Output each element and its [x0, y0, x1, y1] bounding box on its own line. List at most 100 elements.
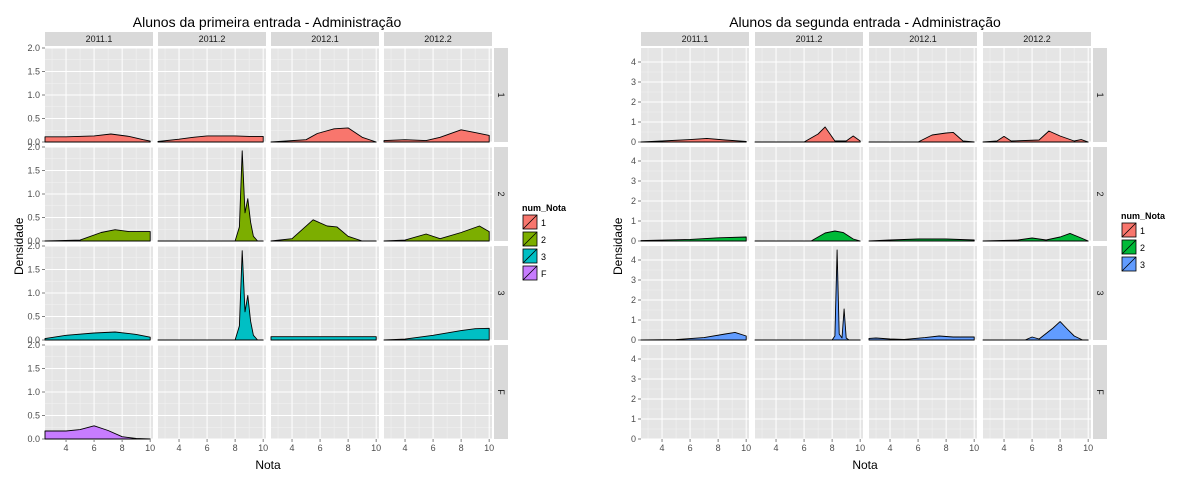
x-tick-label: 4 — [888, 443, 893, 453]
column-strip — [869, 32, 977, 46]
panel-3-2011.1 — [640, 246, 749, 341]
x-tick-label: 10 — [258, 443, 268, 453]
density-area — [270, 219, 377, 242]
y-tick-label: 0.0 — [27, 434, 40, 444]
panel-1-2012.1 — [270, 47, 379, 143]
row-strip — [494, 246, 508, 340]
y-tick-label: 0.0 — [27, 137, 40, 147]
column-strip-label: 2011.1 — [86, 34, 113, 44]
panel-F-2011.2: 4 6 8 10 — [158, 344, 268, 453]
y-tick-label: 3 — [631, 275, 636, 285]
panel-3-2012.1 — [270, 245, 379, 341]
y-tick-label: 4 — [631, 57, 636, 67]
panel-background — [641, 246, 749, 340]
panel-3-2011.2 — [157, 245, 266, 341]
panel-2-2011.1 — [640, 147, 749, 242]
panel-background — [983, 246, 1091, 340]
y-tick-label: 0.0 — [27, 236, 40, 246]
density-area — [44, 331, 151, 341]
y-tick-label: 3 — [631, 374, 636, 384]
panel-3-2011.1 — [44, 245, 153, 341]
x-tick-label: 8 — [830, 443, 835, 453]
y-tick-label: 1.0 — [27, 90, 40, 100]
y-tick-label: 0 — [631, 137, 636, 147]
column-strip — [271, 32, 379, 46]
x-tick-label: 4 — [774, 443, 779, 453]
y-tick-label: 2.0 — [27, 142, 40, 152]
x-tick-label: 6 — [318, 443, 323, 453]
density-area — [754, 230, 861, 242]
legend-key-slash — [522, 231, 538, 247]
density-area — [640, 331, 747, 341]
panel-background — [983, 345, 1091, 439]
y-tick-label: 0.5 — [27, 114, 40, 124]
y-tick-label: 1 — [631, 216, 636, 226]
column-strip — [641, 32, 749, 46]
legend-key-1 — [521, 213, 539, 231]
panel-F-2012.2: 4 6 8 10 — [384, 344, 494, 453]
x-tick-label: 8 — [944, 443, 949, 453]
column-strip — [755, 32, 863, 46]
x-tick-label: 6 — [802, 443, 807, 453]
density-area — [383, 129, 490, 143]
x-tick-label: 8 — [1058, 443, 1063, 453]
column-strip-label: 2012.2 — [1023, 34, 1051, 44]
y-tick-label: 1.5 — [27, 166, 40, 176]
column-strip-label: 2012.1 — [909, 34, 937, 44]
y-tick-label: 0 — [631, 434, 636, 444]
density-area — [383, 327, 490, 341]
legend-key-slash — [1121, 222, 1137, 238]
y-tick-label: 0.0 — [27, 335, 40, 345]
density-area — [982, 232, 1089, 242]
column-strip-label: 2012.2 — [424, 34, 452, 44]
y-tick-label: 4 — [631, 156, 636, 166]
density-area — [383, 225, 490, 242]
density-area — [868, 335, 975, 341]
y-tick-label: 3 — [631, 176, 636, 186]
density-area — [868, 238, 975, 242]
panel-background — [641, 48, 749, 142]
density-area — [157, 250, 264, 341]
x-tick-label: 6 — [431, 443, 436, 453]
x-tick-label: 4 — [1002, 443, 1007, 453]
density-area — [44, 425, 151, 440]
row-strip — [494, 48, 508, 142]
x-tick-label: 10 — [145, 443, 155, 453]
x-tick-label: 6 — [916, 443, 921, 453]
y-tick-label: 1.0 — [27, 189, 40, 199]
density-area — [754, 249, 861, 341]
y-tick-label: 4 — [631, 255, 636, 265]
panel-background — [869, 345, 977, 439]
panel-F-2011.1: 4 6 8 10 — [641, 345, 751, 453]
column-strip — [384, 32, 492, 46]
row-strip-label: 3 — [1095, 290, 1105, 295]
panel-1-2012.2 — [982, 48, 1091, 143]
legend-key-slash — [522, 214, 538, 230]
panel-2-2012.2 — [383, 146, 492, 242]
x-tick-label: 8 — [346, 443, 351, 453]
y-tick-label: 2 — [631, 97, 636, 107]
x-tick-label: 4 — [290, 443, 295, 453]
legend-key-slash — [522, 248, 538, 264]
column-strip — [158, 32, 266, 46]
y-tick-label: 4 — [631, 354, 636, 364]
y-tick-label: 3 — [631, 77, 636, 87]
panel-3-2011.2 — [754, 246, 863, 341]
panel-2-2011.2 — [754, 147, 863, 242]
row-strip — [1093, 48, 1107, 142]
panel-1-2012.1 — [868, 48, 977, 143]
panel-3-2012.2 — [982, 246, 1091, 341]
row-strip — [1093, 345, 1107, 439]
density-area — [754, 126, 861, 143]
panel-background — [983, 147, 1091, 241]
row-strip-label: 3 — [496, 290, 506, 295]
row-strip-label: F — [1095, 389, 1105, 395]
panel-F-2012.2: 4 6 8 10 — [983, 345, 1093, 453]
row-strip — [1093, 147, 1107, 241]
x-tick-label: 10 — [969, 443, 979, 453]
density-area — [44, 133, 151, 143]
y-tick-label: 1.5 — [27, 364, 40, 374]
x-tick-label: 6 — [205, 443, 210, 453]
